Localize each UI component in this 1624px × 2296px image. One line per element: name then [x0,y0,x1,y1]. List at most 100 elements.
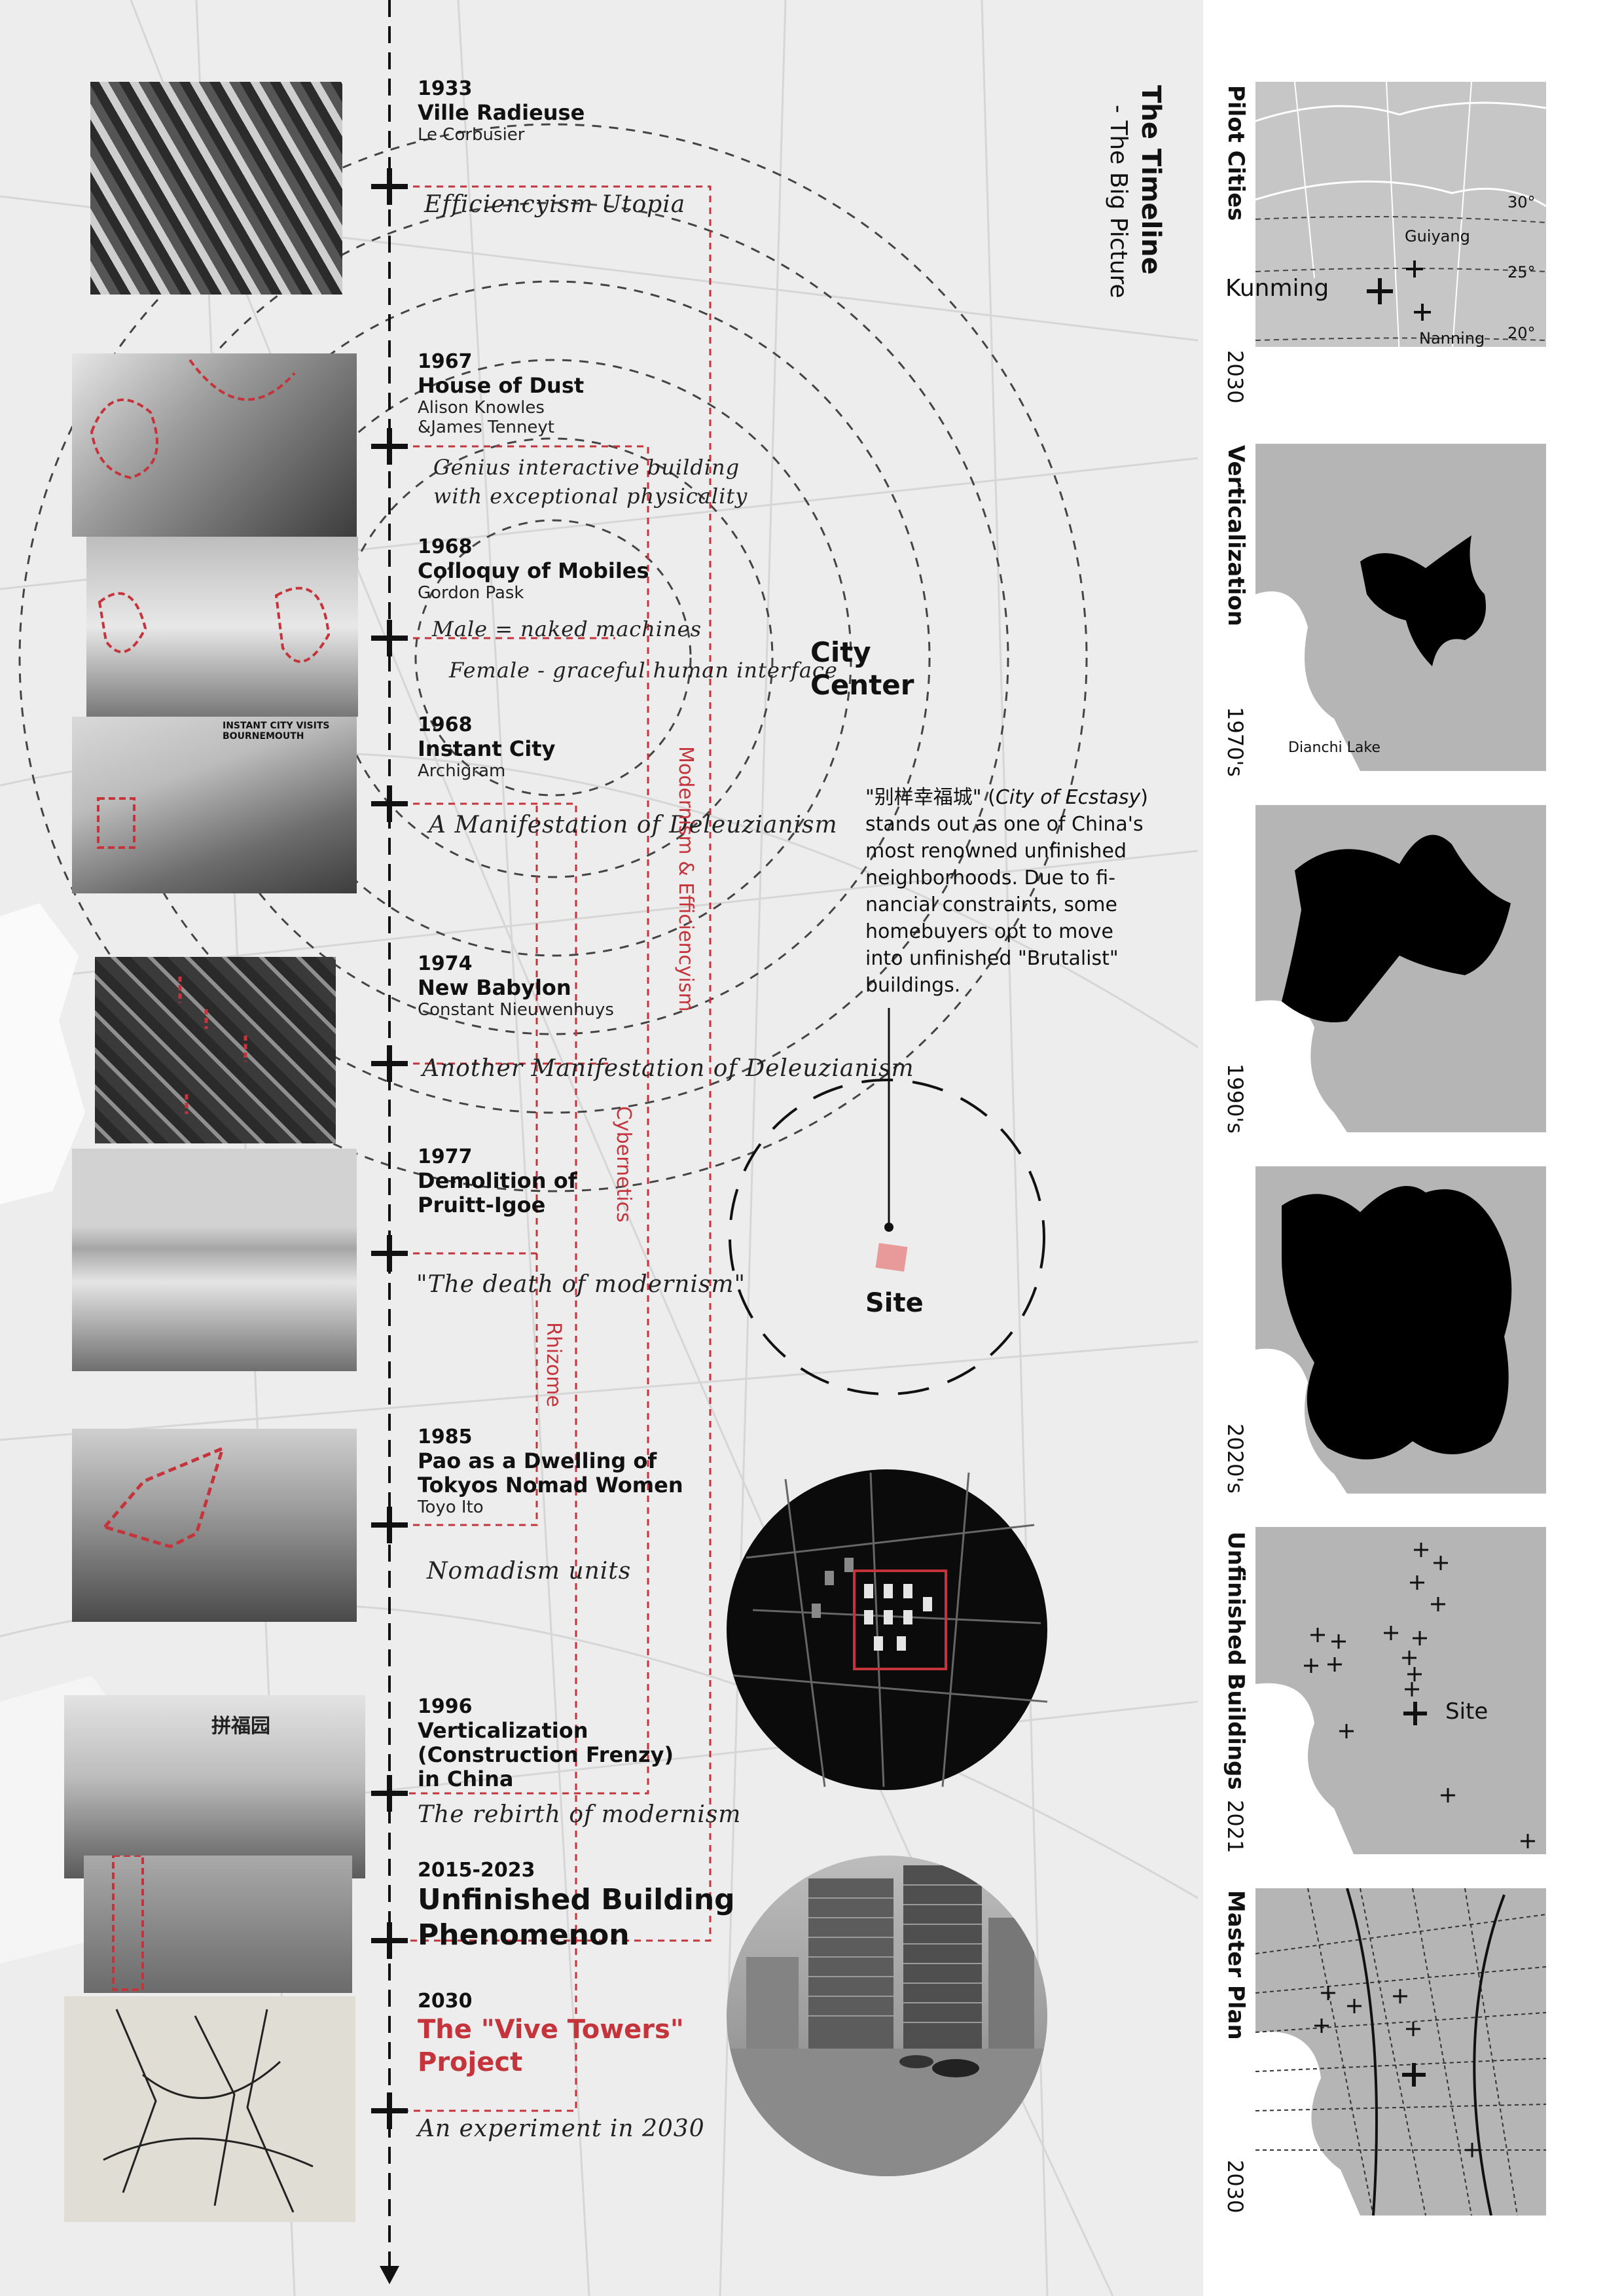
entry-author: Constant Nieuwenhuys [418,1000,614,1020]
note-1985: Nomadism units [427,1558,632,1585]
panel-label-master-plan: Master Plan [1223,1890,1249,2040]
entry-year: 1967 [418,350,473,373]
red-annotation-icon [101,1445,225,1549]
crosshair-icon [1304,1543,1535,1848]
note-line: Genius interactive building [433,455,740,480]
description-english-name: City of Ecstasy [995,786,1141,809]
header-title: The Timeline [1136,85,1166,275]
lake-label: Dianchi Lake [1288,740,1380,756]
master-plan-map [1255,1888,1546,2215]
entry-title: New Babylon [418,975,571,1000]
photo-house-of-dust [72,353,357,537]
entry-year: 1985 [418,1426,473,1448]
city-center-line: City [810,636,871,668]
panel-2020s [1255,1166,1546,1494]
description-line: stands out as one of China's [865,813,1144,836]
entry-title: Pruitt-Igoe [418,1193,546,1217]
crosshair-icon [371,168,408,2129]
note-1996: The rebirth of modernism [418,1801,742,1828]
note-2030: An experiment in 2030 [418,2115,705,2142]
urban-footprint-map [1255,1186,1512,1494]
entry-title: (Construction Frenzy) [418,1742,674,1767]
theme-rhizome: Rhizome [542,1322,565,1407]
city-center-line: Center [810,669,914,701]
site-dot [884,1223,893,1232]
entry-author: Archigram [418,761,506,781]
entry-1968-instant-city: 1968 Instant City Archigram [418,713,555,781]
entry-year: 2030 [418,1990,473,2013]
description-line: into unfinished "Brutalist" [865,947,1119,970]
lake-shape [0,903,85,1204]
entry-year: 1977 [418,1145,473,1168]
panel-year: 1970's [1223,707,1248,777]
panel-1990s [1255,805,1546,1132]
entry-title: Colloquy of Mobiles [418,558,649,583]
panel-year: 2030 [1223,2160,1248,2214]
city-nanning: Nanning [1419,329,1485,348]
entry-1985: 1985 Pao as a Dwelling of Tokyos Nomad W… [418,1426,683,1517]
description-quote: "别样幸福城" [865,786,982,809]
entry-1996: 1996 Verticalization (Construction Frenz… [418,1695,674,1791]
note-1977: "The death of modernism" [416,1271,746,1298]
note-1933: Efficiencyism Utopia [424,191,686,218]
photo-caption-instant-city: INSTANT CITY VISITS BOURNEMOUTH [223,721,330,742]
theme-brackets [389,185,712,2112]
entry-year: 2015-2023 [418,1859,535,1882]
header-subtitle: - The Big Picture [1105,105,1132,298]
arrow-down-icon [380,2266,399,2284]
panel-year: 2020's [1223,1424,1248,1494]
entry-year: 1974 [418,952,473,975]
site-label: Site [865,1288,924,1318]
theme-modernism: Modernism & Efficiencyism [674,746,697,1012]
entry-author: Le Corbusier [418,125,525,145]
entry-title: House of Dust [418,373,585,398]
description-line: nancial constraints, some [865,893,1117,916]
unfinished-site-label: Site [1445,1698,1489,1725]
entry-2015-2023: 2015-2023 Unfinished Building Phenomenon [418,1859,735,1953]
photo-caption-billboard: 拼福园 [211,1715,270,1738]
red-annotation-icon [97,797,135,849]
photo-vive-towers-sketch [64,1996,355,2222]
note-1974: Another Manifestation of Deleuzianism [422,1055,914,1082]
panel-year: 1990's [1223,1064,1248,1134]
entry-author: Gordon Pask [418,583,524,603]
entry-title: Project [418,2047,523,2077]
red-annotation-icon [90,359,296,480]
red-annotation-icon [178,977,247,1114]
photo-verticalization: 拼福园 [64,1695,365,1878]
note-1967: Genius interactive building with excepti… [433,453,748,511]
note-1968-line2: Female - graceful human interface [449,658,838,683]
lat-25: 25° [1507,263,1536,281]
entry-title: in China [418,1767,514,1791]
entry-title: Demolition of [418,1168,577,1193]
photo-colloquy-of-mobiles [86,537,358,717]
entry-title: The "Vive Towers" [418,2015,684,2045]
crosshair-icon [1402,2063,1426,2087]
note-line: with exceptional physicality [433,484,748,509]
entry-1968-colloquy: 1968 Colloquy of Mobiles Gordon Pask [418,535,649,603]
theme-cybernetics: Cybernetics [612,1106,635,1223]
photo-pruitt-igoe [72,1149,357,1371]
entry-title: Verticalization [418,1718,588,1743]
entry-year: 1996 [418,1695,473,1718]
description-line: "别样幸福城" (City of Ecstasy) [865,786,1148,809]
photo-ville-radieuse [90,82,342,295]
entry-1967: 1967 House of Dust Alison Knowles &James… [418,350,584,437]
panel-year: 2030 [1223,350,1248,404]
site-map-circle [727,1469,1047,1790]
entry-title: Instant City [418,736,556,761]
panel-pilot-cities: Guiyang Nanning 30° 25° 20° [1255,82,1546,357]
city-kunming: Kunming [1225,275,1329,302]
site-marker [875,1243,908,1272]
entry-author: &James Tenneyt [418,418,555,437]
description-paragraph: "别样幸福城" (City of Ecstasy) stands out as … [865,784,1180,999]
entry-title: Pao as a Dwelling of [418,1448,657,1473]
entry-title: Tokyos Nomad Women [418,1473,683,1498]
lat-30: 30° [1507,193,1536,211]
china-map [1255,82,1546,357]
unfinished-buildings-map [1255,1543,1535,1854]
panel-label-pilot-cities: Pilot Cities [1223,85,1249,221]
entry-author: Toyo Ito [418,1498,484,1517]
note-1968-line1: Male = naked machines [432,617,702,641]
description-line: homebuyers opt to move [865,920,1113,943]
